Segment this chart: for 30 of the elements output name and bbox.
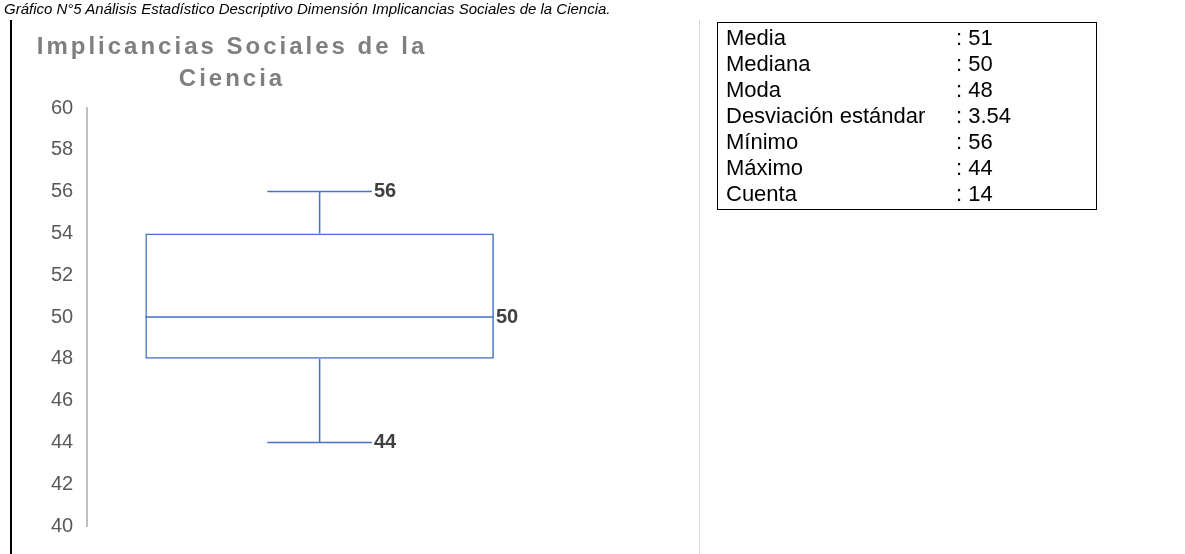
chart-title: Implicancias Sociales de la Ciencia — [35, 31, 429, 93]
text: : 50 — [956, 51, 994, 77]
text: Máximo — [726, 155, 804, 181]
y-tick-label: 50 — [51, 304, 74, 327]
y-tick-label: 42 — [51, 471, 74, 494]
text: Media — [726, 25, 787, 51]
annotation: 44 — [373, 429, 398, 452]
y-tick-label: 40 — [51, 513, 74, 536]
text: Moda — [726, 77, 783, 103]
y-tick-label: 52 — [51, 262, 74, 285]
y-tick-label: 56 — [51, 179, 74, 202]
y-tick-label: 58 — [51, 137, 74, 160]
text: Desviación estándar — [726, 103, 927, 129]
y-tick-label: 54 — [51, 220, 74, 243]
text: Mínimo — [726, 129, 800, 155]
annotation: 56 — [373, 179, 397, 202]
text: : 56 — [956, 129, 994, 155]
y-tick-label: 46 — [51, 388, 74, 411]
text: Cuenta — [726, 181, 798, 207]
text: 50 — [495, 304, 519, 327]
text: : 14 — [956, 181, 994, 207]
y-tick-label: 44 — [51, 429, 74, 452]
text: : 48 — [956, 77, 994, 103]
text: Mediana — [726, 51, 812, 77]
y-tick-label: 60 — [51, 95, 74, 118]
text: : 44 — [956, 155, 994, 181]
text: : 51 — [956, 25, 994, 51]
y-tick-label: 48 — [51, 346, 74, 369]
text: Gráfico N°5 Análisis Estadístico Descriptivo Dimensión Implicancias Sociales de la Ciencia. — [4, 0, 611, 17]
text: : 3.54 — [956, 103, 1013, 129]
